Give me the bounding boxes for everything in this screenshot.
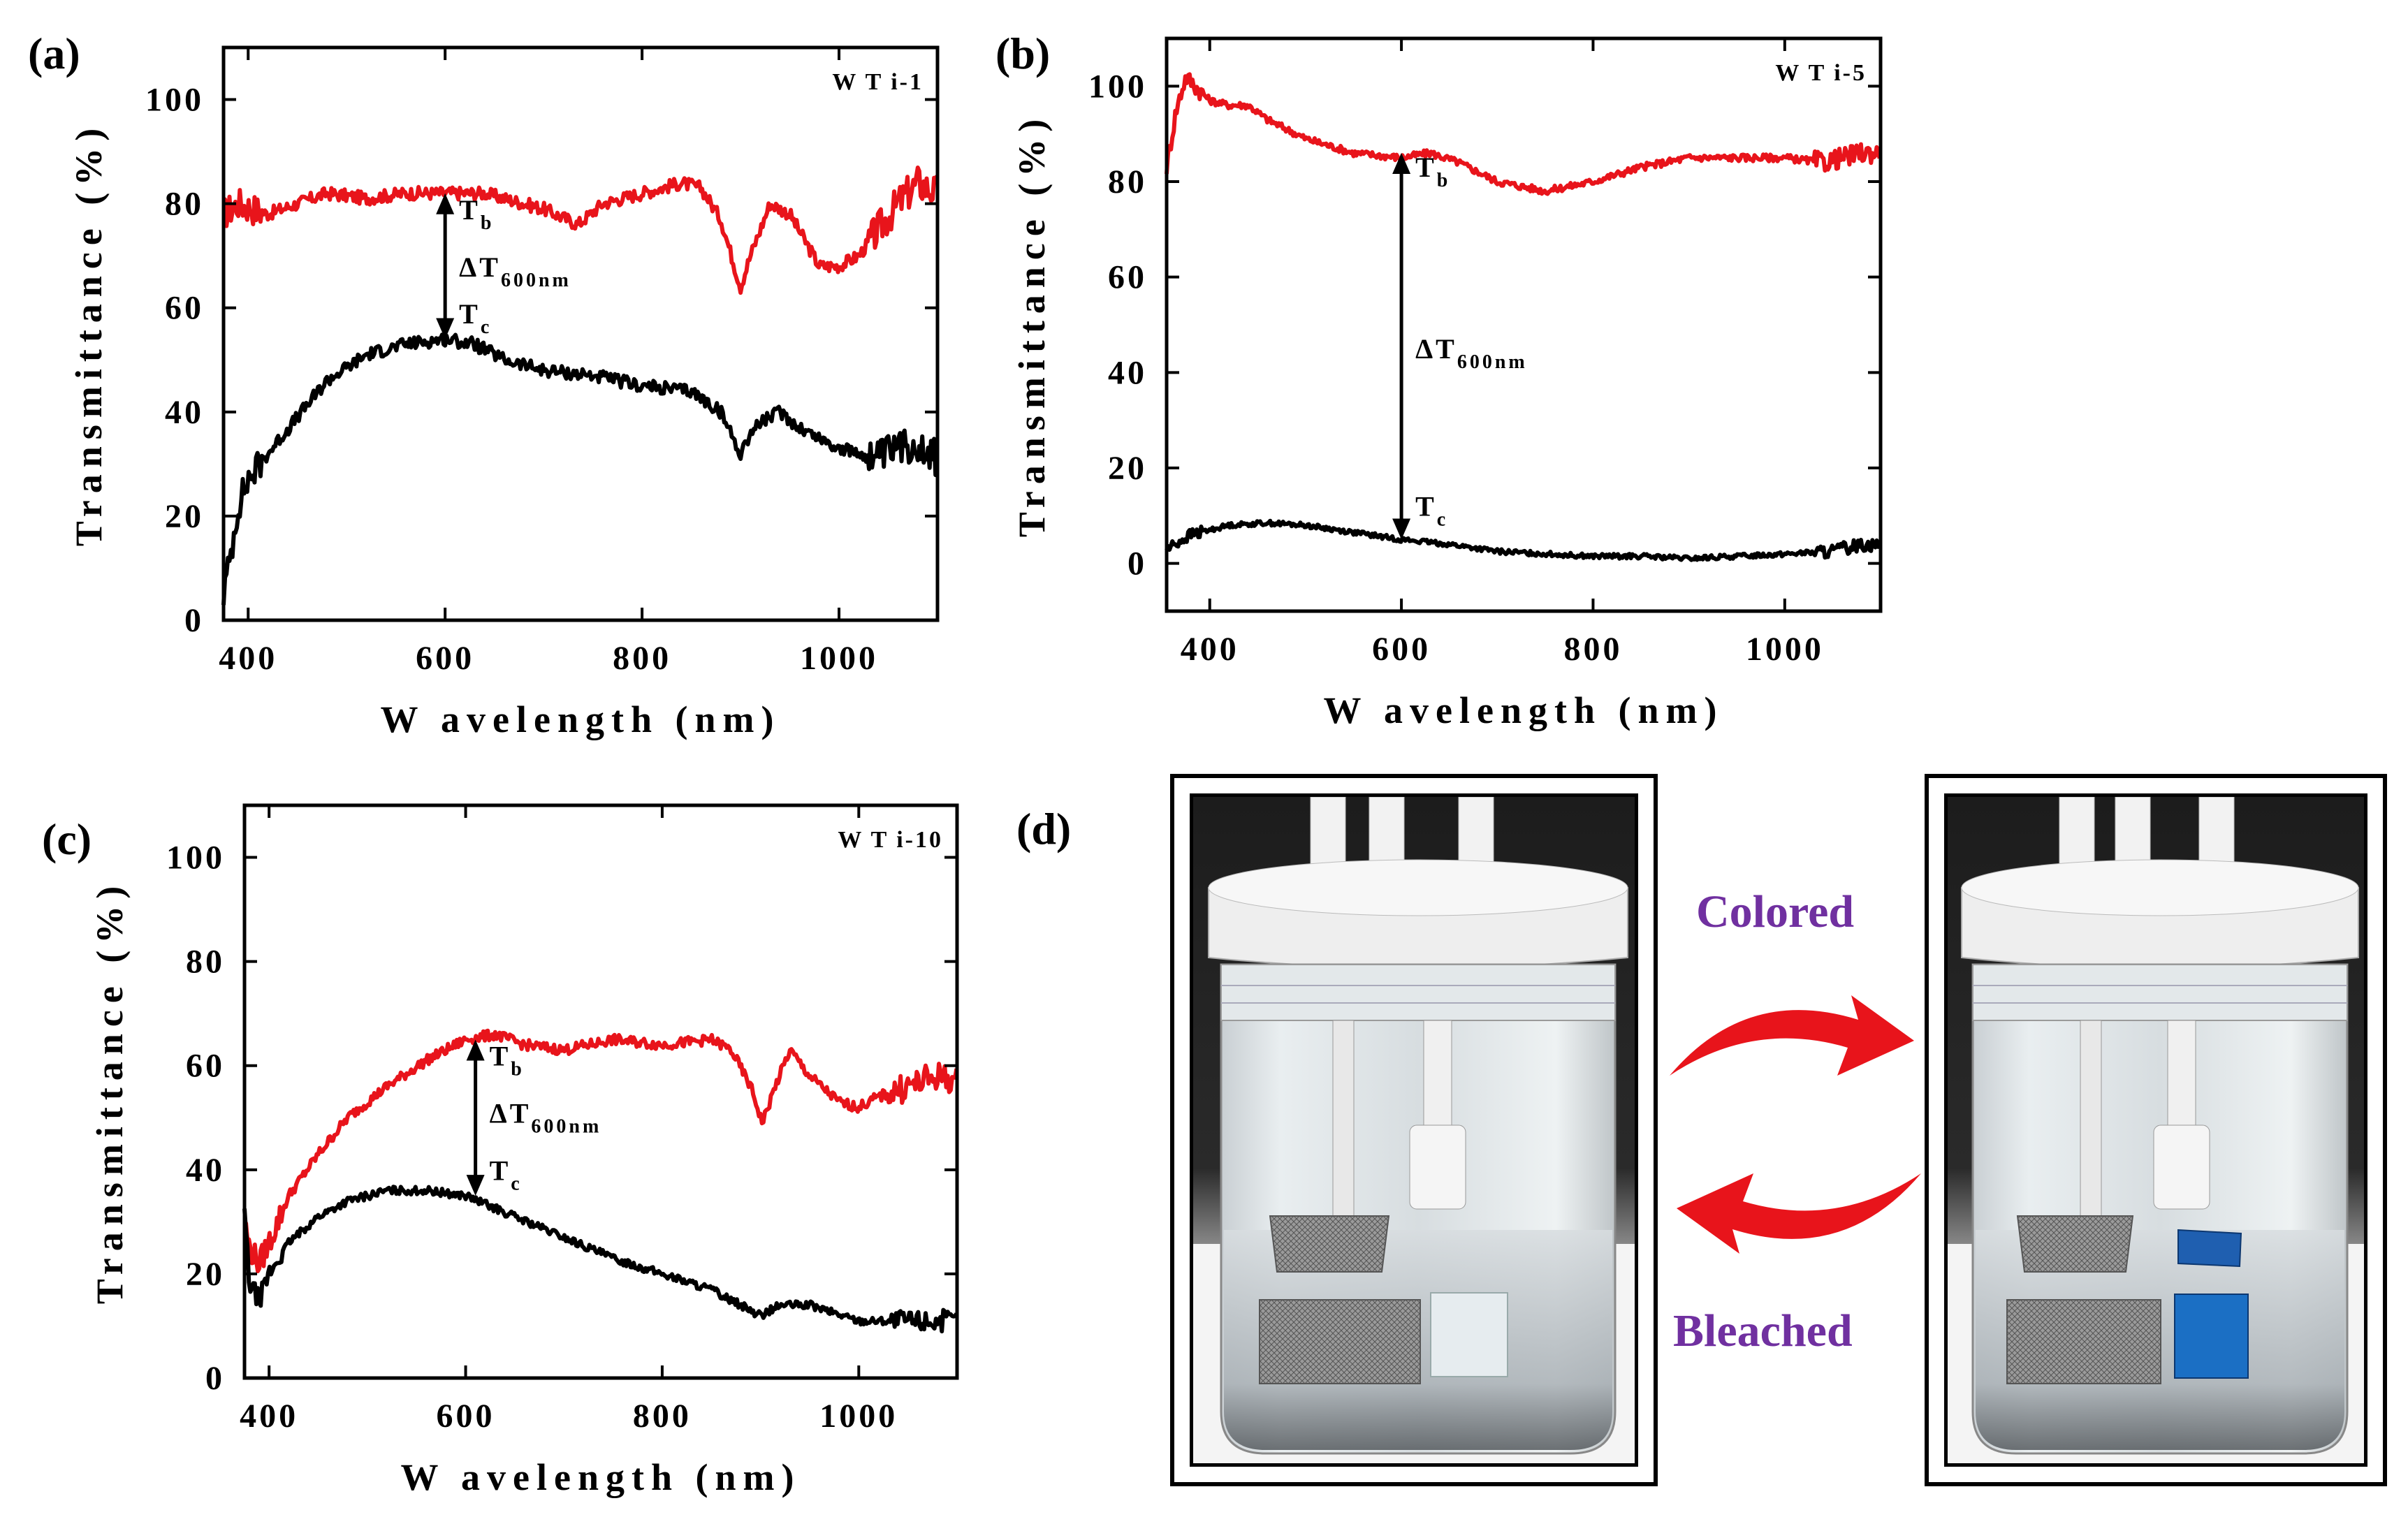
x-tick-label: 800 — [1563, 631, 1622, 668]
delta-arrow-head-down-icon — [466, 1175, 485, 1196]
colored-label: Colored — [1696, 886, 1855, 937]
cell-photo-colored — [1193, 797, 1635, 1463]
delta-arrow-head-up-icon — [466, 1039, 485, 1061]
photo-bleached — [1944, 793, 2367, 1467]
delta-arrow-head-down-icon — [436, 318, 455, 339]
y-tick-label: 100 — [1088, 68, 1147, 105]
y-tick-label: 0 — [205, 1360, 225, 1397]
y-tick-label: 20 — [1108, 450, 1147, 487]
panel-b-label: (b) — [995, 29, 1051, 78]
series-line-0 — [242, 1028, 959, 1273]
tc-label: Tc — [459, 298, 492, 338]
plot-frame — [1165, 36, 1883, 613]
y-tick-label: 40 — [165, 394, 204, 431]
photo-colored — [1190, 793, 1638, 1467]
y-tick-label: 60 — [165, 290, 204, 327]
y-tick-label: 0 — [184, 602, 204, 639]
x-tick-label: 1000 — [1746, 631, 1824, 668]
y-axis-label: Transmittance (%) — [1011, 112, 1053, 537]
y-tick-label: 20 — [186, 1256, 225, 1293]
x-tick-label: 400 — [1181, 631, 1239, 668]
arrow-bleached-icon — [1677, 1173, 1921, 1254]
bleached-label: Bleached — [1673, 1305, 1853, 1356]
y-tick-label: 60 — [186, 1048, 225, 1085]
delta-t-label: ΔT600nm — [490, 1098, 602, 1138]
photo-bleached-frame — [1925, 774, 2387, 1486]
panel-c-label: (c) — [42, 814, 92, 864]
y-tick-label: 60 — [1108, 259, 1147, 296]
plot-frame — [242, 803, 959, 1380]
series-line-0 — [1165, 72, 1882, 196]
delta-t-label: ΔT600nm — [459, 251, 571, 291]
y-tick-label: 20 — [165, 498, 204, 535]
x-axis-label: W avelength (nm) — [381, 698, 781, 740]
x-axis-label: W avelength (nm) — [401, 1456, 801, 1498]
chart-panel-b: 400 600 800 1000 0 20 40 60 80 100 W avelength (nm… — [978, 0, 1956, 761]
x-tick-label: 400 — [219, 640, 277, 677]
y-tick-label: 40 — [186, 1152, 225, 1189]
y-tick-label: 80 — [165, 186, 204, 223]
cell-photo-bleached — [1948, 797, 2364, 1463]
series-line-0 — [221, 166, 939, 295]
delta-t-label: ΔT600nm — [1415, 333, 1528, 373]
chart-panel-a: 400 600 800 1000 0 20 40 60 80 100 W avelength (nm… — [0, 0, 978, 761]
x-tick-label: 800 — [613, 640, 671, 677]
photo-colored-frame — [1170, 774, 1658, 1486]
y-tick-label: 80 — [1108, 163, 1147, 200]
panel-a-label: (a) — [28, 29, 80, 78]
delta-arrow-head-down-icon — [1392, 518, 1411, 540]
panel-d-label: (d) — [1016, 804, 1072, 853]
x-tick-label: 400 — [240, 1398, 298, 1435]
tb-label: Tb — [459, 194, 494, 234]
x-tick-label: 600 — [1372, 631, 1431, 668]
sample-label: W T i-10 — [838, 827, 943, 853]
y-tick-label: 80 — [186, 944, 225, 981]
sample-label: W T i-1 — [832, 69, 924, 95]
chart-b: 400 600 800 1000 0 20 40 60 80 100 W avelength (nm… — [1011, 36, 1883, 731]
chart-panel-c: 400 600 800 1000 0 20 40 60 80 100 W avelength (nm… — [0, 768, 978, 1521]
x-tick-label: 600 — [416, 640, 474, 677]
switching-arrows — [1670, 995, 1921, 1254]
x-tick-label: 800 — [633, 1398, 692, 1435]
series-line-1 — [242, 1185, 958, 1334]
chart-c: 400 600 800 1000 0 20 40 60 80 100 W avelength (nm… — [89, 803, 959, 1498]
tc-label: Tc — [1415, 490, 1448, 530]
y-tick-label: 100 — [145, 82, 204, 119]
x-axis-label: W avelength (nm) — [1324, 689, 1724, 731]
y-tick-label: 0 — [1128, 545, 1147, 583]
tc-label: Tc — [490, 1155, 523, 1195]
y-tick-label: 40 — [1108, 354, 1147, 391]
arrow-colored-icon — [1670, 995, 1914, 1076]
plot-frame — [221, 45, 940, 622]
y-axis-label: Transmittance (%) — [89, 879, 131, 1304]
delta-arrow-head-up-icon — [436, 193, 455, 214]
series-line-1 — [1165, 518, 1882, 562]
y-axis-label: Transmittance (%) — [68, 122, 110, 546]
sample-label: W T i-5 — [1775, 60, 1867, 86]
series-line-1 — [221, 332, 940, 606]
y-tick-label: 100 — [166, 840, 225, 877]
x-tick-label: 600 — [437, 1398, 495, 1435]
delta-arrow-head-up-icon — [1392, 153, 1411, 174]
x-tick-label: 1000 — [819, 1398, 898, 1435]
x-tick-label: 1000 — [800, 640, 878, 677]
chart-a: 400 600 800 1000 0 20 40 60 80 100 W avelength (nm… — [68, 45, 940, 740]
